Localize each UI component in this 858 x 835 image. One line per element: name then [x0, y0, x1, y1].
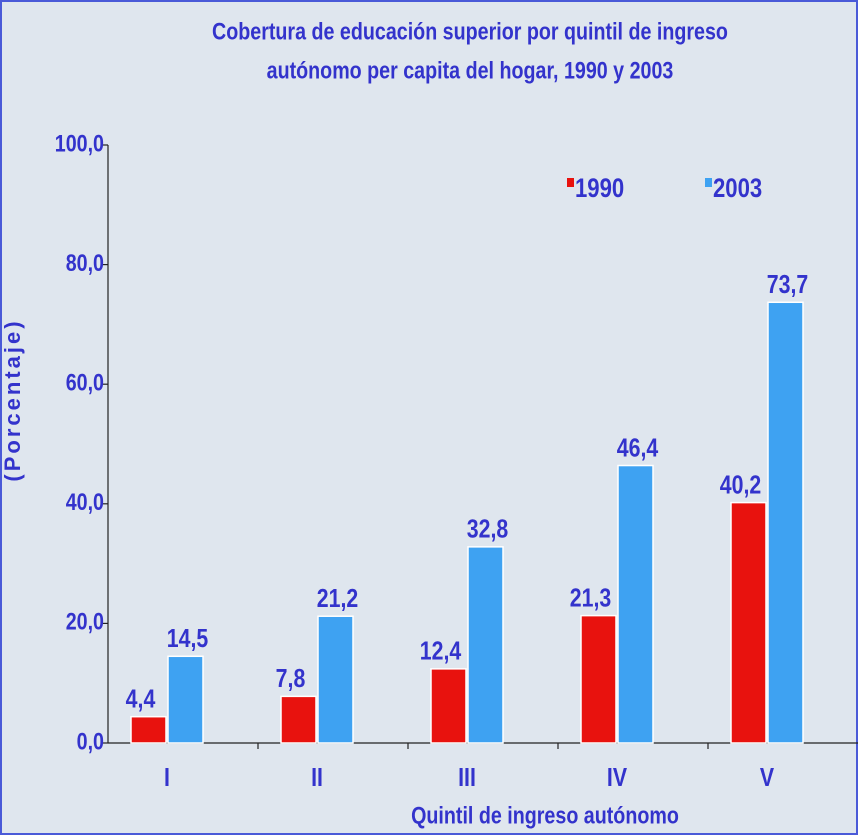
bar — [167, 655, 204, 744]
legend-label: 1990 — [575, 174, 624, 204]
data-label: 40,2 — [720, 471, 761, 501]
x-tick-label: IV — [607, 763, 627, 793]
data-label: 14,5 — [167, 624, 208, 654]
data-label: 7,8 — [276, 664, 306, 694]
chart-title: Cobertura de educación superior por quin… — [212, 17, 728, 44]
y-tick-label: 20,0 — [66, 608, 104, 635]
y-axis-label: (Porcentaje) — [0, 318, 25, 481]
x-tick-label: III — [458, 763, 476, 793]
chart-title: autónomo per capita del hogar, 1990 y 20… — [267, 56, 674, 83]
legend-swatch — [567, 178, 574, 187]
x-tick-label: II — [311, 763, 323, 793]
y-tick-label: 80,0 — [66, 249, 104, 276]
data-label: 32,8 — [467, 515, 508, 545]
bar — [730, 501, 767, 744]
legend-swatch — [705, 178, 712, 187]
data-label: 4,4 — [126, 685, 156, 715]
bar — [130, 715, 167, 744]
data-label: 73,7 — [767, 270, 808, 300]
bar — [317, 615, 354, 744]
y-tick-label: 40,0 — [66, 488, 104, 515]
data-label: 46,4 — [617, 433, 659, 463]
y-tick-label: 100,0 — [55, 129, 104, 156]
bar — [430, 668, 467, 744]
data-label: 21,3 — [570, 584, 611, 614]
y-tick-label: 0,0 — [77, 727, 104, 754]
bar — [280, 695, 317, 744]
bar — [467, 546, 504, 744]
x-tick-label: V — [760, 763, 774, 793]
legend-label: 2003 — [713, 174, 762, 204]
bar — [617, 464, 654, 744]
x-tick-label: I — [164, 763, 170, 793]
y-tick-label: 60,0 — [66, 369, 104, 396]
data-label: 12,4 — [420, 637, 462, 667]
x-axis-label: Quintil de ingreso autónomo — [411, 801, 679, 828]
bar — [580, 614, 617, 744]
bar — [767, 301, 804, 744]
data-label: 21,2 — [317, 584, 358, 614]
